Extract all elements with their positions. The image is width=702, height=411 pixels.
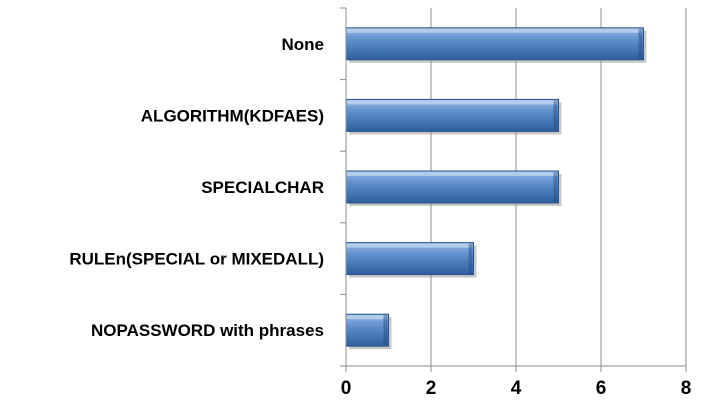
bar-bevel-top [347, 315, 388, 320]
bar-bevel-end [638, 28, 643, 59]
bar-bevel-end [553, 100, 558, 131]
bar-bevel-top [347, 172, 558, 176]
category-label: SPECIALCHAR [201, 178, 324, 197]
category-label: None [282, 35, 325, 54]
x-tick-label: 6 [596, 378, 607, 399]
bar-bevel-top [347, 28, 643, 33]
category-label: ALGORITHM(KDFAES) [141, 106, 324, 125]
bar-bevel-end [468, 243, 473, 274]
category-label: NOPASSWORD with phrases [91, 321, 324, 340]
x-tick-label: 2 [426, 378, 437, 399]
category-label: RULEn(SPECIAL or MIXEDALL) [69, 250, 324, 269]
bar-bevel-top [347, 100, 558, 105]
axes [340, 7, 687, 372]
x-tick-label: 8 [681, 378, 692, 399]
tick-labels: 0 2 4 6 8 [341, 378, 692, 399]
x-tick-label: 0 [341, 378, 352, 399]
category-labels: None ALGORITHM(KDFAES) SPECIALCHAR RULEn(SP… [69, 35, 324, 340]
bar-bevel-top [347, 243, 473, 248]
bars [345, 27, 647, 350]
x-tick-label: 4 [511, 378, 522, 399]
bar-bevel-end [383, 315, 388, 346]
bar-bevel-end [553, 172, 558, 202]
bar [345, 242, 474, 276]
